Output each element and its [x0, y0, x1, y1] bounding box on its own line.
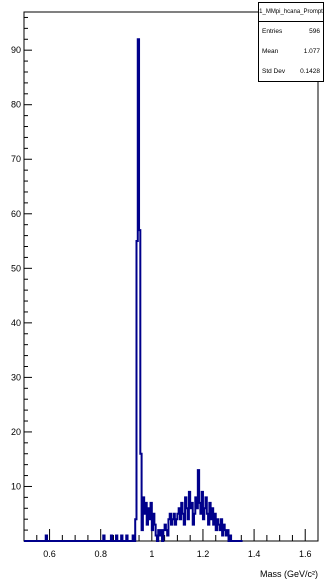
x-tick-label: 1.6	[299, 549, 312, 559]
stats-box: 1_MMpi_hcana_Prompt Entries 596 Mean 1.0…	[258, 2, 324, 82]
plot-frame	[23, 11, 319, 542]
y-tick-label: 10	[11, 481, 21, 491]
stats-mean-value: 1.077	[303, 48, 320, 55]
y-tick-label: 20	[11, 427, 21, 437]
y-tick-label: 70	[11, 154, 21, 164]
stats-histogram-name: 1_MMpi_hcana_Prompt	[259, 3, 323, 22]
x-axis-label: Mass (GeV/c²)	[260, 569, 318, 579]
stats-mean-label: Mean	[262, 48, 279, 55]
x-tick-label: 1.4	[248, 549, 261, 559]
y-tick-label: 40	[11, 318, 21, 328]
x-tick-label: 0.8	[94, 549, 107, 559]
x-tick-label: 0.6	[43, 549, 56, 559]
stats-stddev-value: 0.1428	[300, 68, 320, 75]
histogram-series	[24, 38, 243, 542]
x-tick-label: 1	[149, 549, 154, 559]
y-tick-label: 60	[11, 209, 21, 219]
y-tick-label: 50	[11, 263, 21, 273]
y-axis-ticks: 10 20 30 40 50 60 70 80 90	[11, 16, 32, 531]
y-tick-label: 80	[11, 100, 21, 110]
histogram-line	[24, 38, 243, 542]
x-axis-ticks: 0.6 0.8 1 1.2 1.4 1.6	[36, 529, 312, 559]
stats-stddev-row: Std Dev 0.1428	[259, 62, 323, 82]
stats-entries-row: Entries 596	[259, 22, 323, 42]
x-tick-label: 1.2	[197, 549, 210, 559]
stats-entries-label: Entries	[262, 28, 283, 35]
stats-stddev-label: Std Dev	[262, 68, 286, 75]
y-tick-label: 90	[11, 45, 21, 55]
stats-mean-row: Mean 1.077	[259, 42, 323, 62]
stats-entries-value: 596	[309, 28, 320, 35]
y-tick-label: 30	[11, 372, 21, 382]
